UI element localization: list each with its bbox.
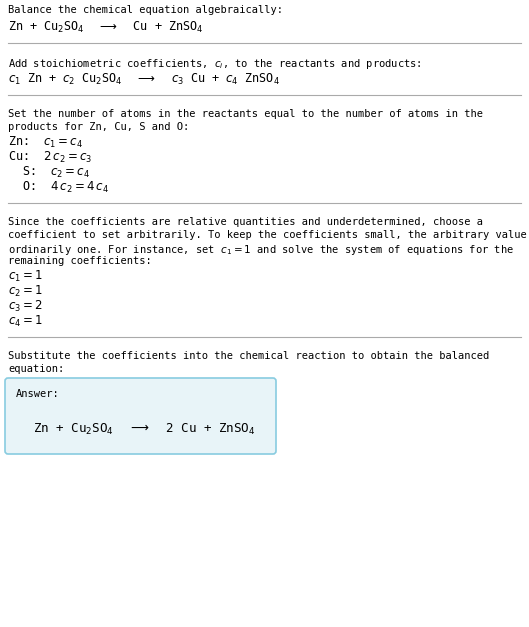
Text: coefficient to set arbitrarily. To keep the coefficients small, the arbitrary va: coefficient to set arbitrarily. To keep … [8,230,529,240]
Text: equation:: equation: [8,364,64,374]
Text: S:  $c_2 = c_4$: S: $c_2 = c_4$ [8,165,90,180]
Text: Zn + Cu$_2$SO$_4$  $\longrightarrow$  2 Cu + ZnSO$_4$: Zn + Cu$_2$SO$_4$ $\longrightarrow$ 2 Cu… [33,422,256,437]
Text: $c_1$ Zn + $c_2$ Cu$_2$SO$_4$  $\longrightarrow$  $c_3$ Cu + $c_4$ ZnSO$_4$: $c_1$ Zn + $c_2$ Cu$_2$SO$_4$ $\longrigh… [8,72,280,87]
Text: Since the coefficients are relative quantities and underdetermined, choose a: Since the coefficients are relative quan… [8,217,483,227]
Text: Add stoichiometric coefficients, $c_i$, to the reactants and products:: Add stoichiometric coefficients, $c_i$, … [8,57,422,71]
Text: Zn:  $c_1 = c_4$: Zn: $c_1 = c_4$ [8,135,83,150]
Text: Zn + Cu$_2$SO$_4$  $\longrightarrow$  Cu + ZnSO$_4$: Zn + Cu$_2$SO$_4$ $\longrightarrow$ Cu +… [8,20,203,35]
Text: Answer:: Answer: [16,389,60,399]
FancyBboxPatch shape [5,378,276,454]
Text: $c_2 = 1$: $c_2 = 1$ [8,284,43,299]
Text: Set the number of atoms in the reactants equal to the number of atoms in the: Set the number of atoms in the reactants… [8,109,483,119]
Text: Substitute the coefficients into the chemical reaction to obtain the balanced: Substitute the coefficients into the che… [8,351,489,361]
Text: $c_4 = 1$: $c_4 = 1$ [8,314,43,329]
Text: $c_1 = 1$: $c_1 = 1$ [8,269,43,284]
Text: $c_3 = 2$: $c_3 = 2$ [8,299,43,314]
Text: Balance the chemical equation algebraically:: Balance the chemical equation algebraica… [8,5,283,15]
Text: remaining coefficients:: remaining coefficients: [8,256,152,266]
Text: Cu:  $2\,c_2 = c_3$: Cu: $2\,c_2 = c_3$ [8,150,92,165]
Text: O:  $4\,c_2 = 4\,c_4$: O: $4\,c_2 = 4\,c_4$ [8,180,109,195]
Text: products for Zn, Cu, S and O:: products for Zn, Cu, S and O: [8,122,189,132]
Text: ordinarily one. For instance, set $c_1 = 1$ and solve the system of equations fo: ordinarily one. For instance, set $c_1 =… [8,243,514,257]
